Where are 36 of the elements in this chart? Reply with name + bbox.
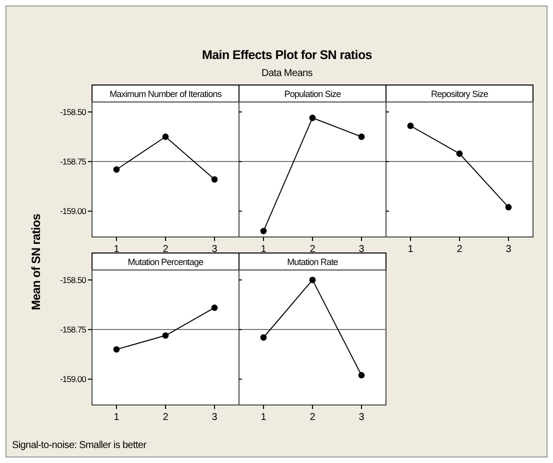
x-tick-label: 3	[358, 412, 365, 423]
y-tick-label: -158.50	[60, 274, 87, 285]
x-tick-label: 3	[358, 244, 365, 255]
text: Mean of SN ratios	[29, 213, 43, 310]
x-tick-label: 1	[114, 244, 120, 255]
x-tick-label: 3	[212, 244, 218, 255]
text: Main Effects Plot for SN ratios	[202, 48, 372, 62]
x-tick-label: 1	[114, 412, 120, 423]
text: Data Means	[262, 68, 313, 79]
point	[162, 134, 169, 140]
text: Signal-to-noise: Smaller is better	[12, 440, 148, 451]
y-tick-label: -158.75	[60, 156, 87, 167]
x-tick-label: 2	[310, 244, 316, 255]
point	[113, 346, 120, 353]
y-tick-label: -159.00	[60, 374, 87, 384]
x-tick-label: 2	[162, 244, 169, 255]
x-tick-label: 1	[260, 244, 267, 255]
x-tick-label: 1	[260, 412, 267, 423]
y-tick-label: -158.50	[60, 106, 87, 117]
point	[162, 332, 169, 339]
point	[113, 166, 120, 173]
x-tick-label: 1	[408, 244, 414, 255]
chart-title: Repository Size	[430, 89, 488, 99]
x-tick-label: 2	[162, 412, 169, 423]
chart-title: Mutation Rate	[287, 257, 338, 267]
chart-title: Mutation Percentage	[128, 257, 204, 267]
x-tick-label: 3	[212, 412, 218, 423]
x-tick-label: 2	[310, 412, 316, 423]
point	[211, 176, 218, 183]
chart-title: Population Size	[284, 89, 342, 99]
point	[211, 304, 218, 311]
y-tick-label: -159.00	[60, 206, 87, 216]
y-tick-label: -158.75	[60, 324, 87, 335]
x-tick-label: 2	[456, 244, 463, 255]
x-tick-label: 3	[506, 244, 512, 255]
chart-title: Maximum Number of Iterations	[110, 89, 222, 99]
